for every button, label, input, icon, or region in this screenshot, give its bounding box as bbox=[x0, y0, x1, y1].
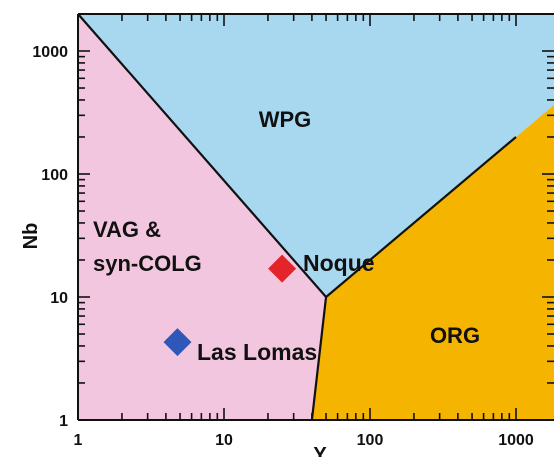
y-axis-label: Nb bbox=[20, 223, 42, 250]
y-tick-label: 10 bbox=[50, 290, 68, 307]
boundary-line-2 bbox=[310, 296, 328, 421]
region-label-vag-syn-colg: VAG & syn-COLG bbox=[93, 217, 202, 276]
region-wpg bbox=[78, 14, 554, 297]
x-tick-label: 100 bbox=[357, 432, 384, 449]
y-tick-label: 1000 bbox=[32, 44, 68, 61]
tick-labels: 1 10 100 1000 1 10 100 1000 bbox=[32, 44, 533, 449]
plot-frame bbox=[77, 13, 554, 421]
point-label-noque: Noque bbox=[303, 250, 375, 276]
region-label-vag-line1: VAG & bbox=[93, 217, 161, 242]
boundary-line-3 bbox=[325, 136, 517, 298]
region-label-vag-line2: syn-COLG bbox=[93, 251, 202, 276]
region-label-org: ORG bbox=[430, 323, 480, 348]
y-tick-label: 100 bbox=[41, 167, 68, 184]
y-tick-label: 1 bbox=[59, 413, 68, 430]
x-tick-label: 10 bbox=[215, 432, 233, 449]
data-point-las-lomas bbox=[163, 328, 192, 357]
data-point-noque bbox=[268, 254, 297, 283]
data-points bbox=[163, 254, 297, 357]
region-label-wpg: WPG bbox=[259, 107, 312, 132]
boundary-lines bbox=[77, 13, 517, 421]
boundary-line-1 bbox=[77, 13, 327, 298]
region-vag-syn-colg bbox=[78, 14, 327, 420]
ticks bbox=[77, 14, 554, 421]
x-axis-label: Y bbox=[313, 444, 327, 457]
x-tick-label: 1 bbox=[74, 432, 83, 449]
plot-regions bbox=[78, 14, 554, 421]
region-org bbox=[311, 104, 554, 421]
x-tick-label: 1000 bbox=[498, 432, 534, 449]
point-label-las-lomas: Las Lomas bbox=[197, 339, 317, 365]
